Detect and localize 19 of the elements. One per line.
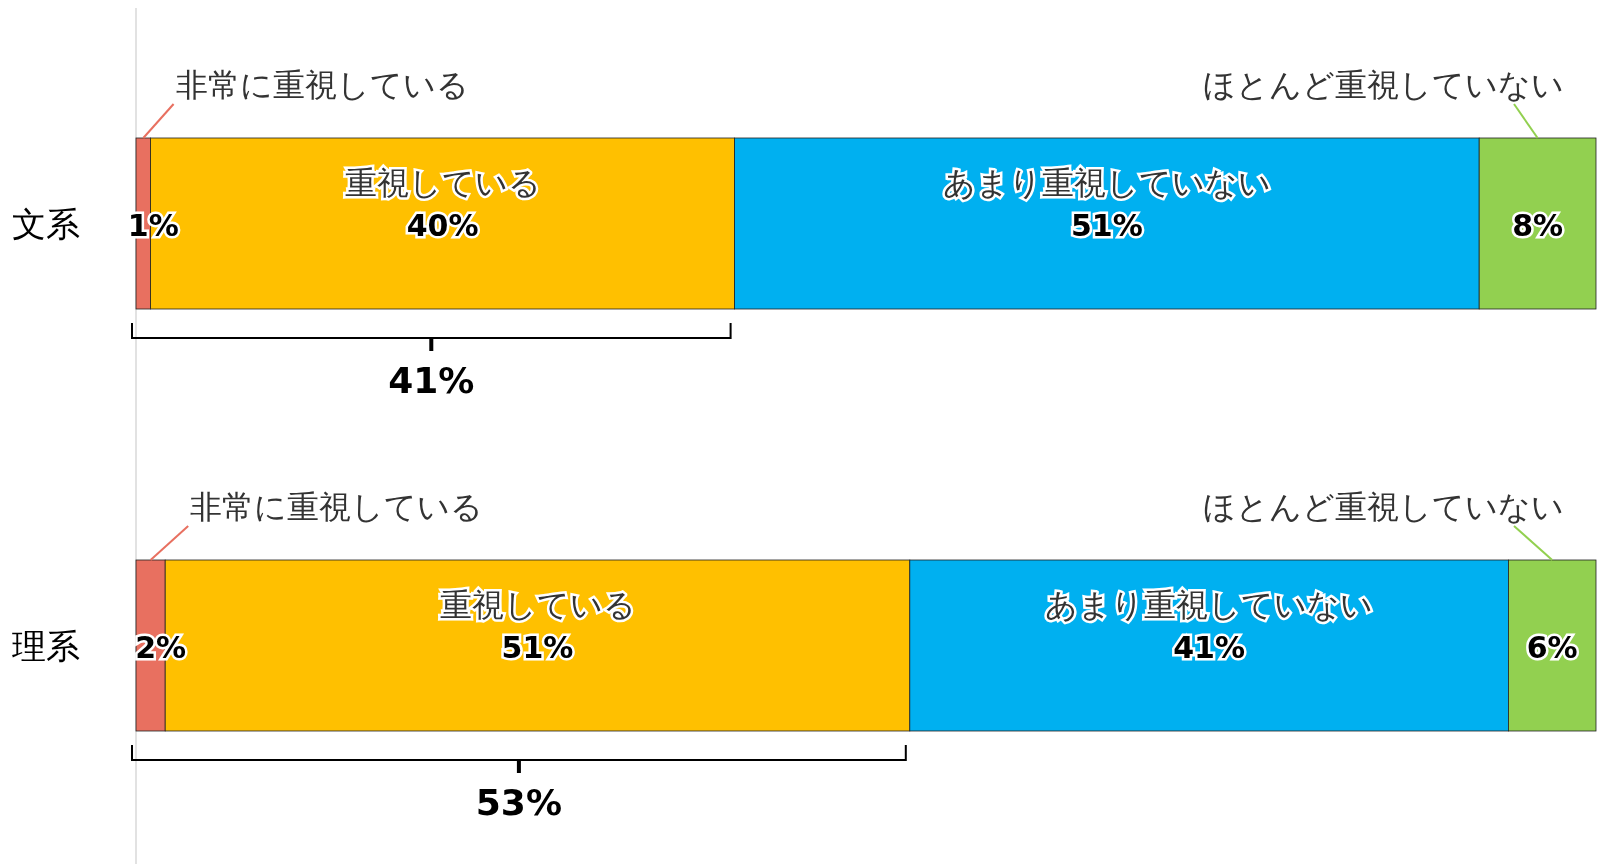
- data-label: 2%: [135, 629, 187, 665]
- data-label: 40%: [406, 207, 479, 243]
- data-label: 6%: [1526, 629, 1578, 665]
- annotation: 41%: [388, 360, 475, 401]
- text: 非常に重視している: [190, 488, 484, 526]
- series-label: ほとんど重視していない: [1203, 66, 1564, 104]
- y-tick-label: 文系: [12, 203, 80, 244]
- series-label: あまり重視していない: [942, 163, 1271, 202]
- text: ほとんど重視していない: [1203, 488, 1564, 526]
- series-label: 非常に重視している: [175, 66, 469, 104]
- y-tick-label: 理系: [12, 625, 80, 666]
- series-label: 重視している: [344, 163, 541, 202]
- data-label: 41%: [1173, 629, 1246, 665]
- annotation: 53%: [475, 782, 562, 823]
- data-label: 8%: [1512, 207, 1564, 243]
- data-label: 51%: [501, 629, 574, 665]
- text: あまり重視していない: [1045, 585, 1374, 624]
- text: 重視している: [439, 585, 636, 624]
- data-label: 51%: [1070, 207, 1143, 243]
